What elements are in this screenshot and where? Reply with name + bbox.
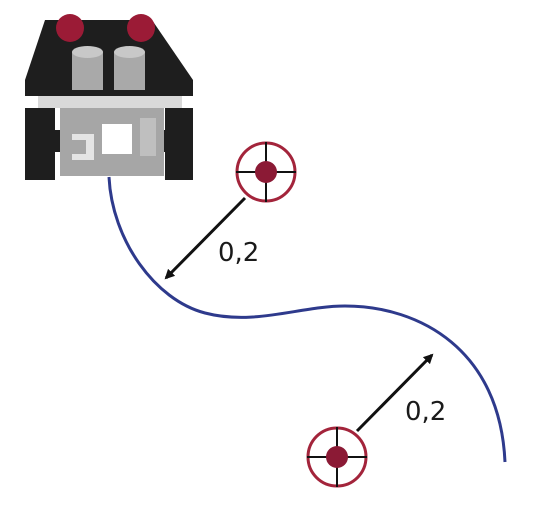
line-path (107, 176, 507, 463)
distance-arrow-1 (164, 196, 247, 280)
distance-label-1: 0,2 (218, 238, 259, 268)
target-2-icon (306, 426, 368, 488)
robot-right-sensor (127, 14, 155, 42)
distance-label-2: 0,2 (405, 397, 446, 427)
robot-right-cylinder (114, 46, 145, 90)
robot-right-wheel (165, 108, 193, 180)
robot-left-cylinder (72, 46, 103, 90)
robot-bracket (72, 134, 94, 160)
robot-left-wheel (25, 108, 55, 180)
distance-arrow-2 (355, 353, 434, 433)
robot-plate (38, 96, 182, 108)
target-1-icon (235, 141, 297, 203)
robot-window (102, 124, 132, 154)
robot-top-body (25, 20, 193, 96)
robot-left-sensor (56, 14, 84, 42)
robot-icon (25, 14, 193, 180)
